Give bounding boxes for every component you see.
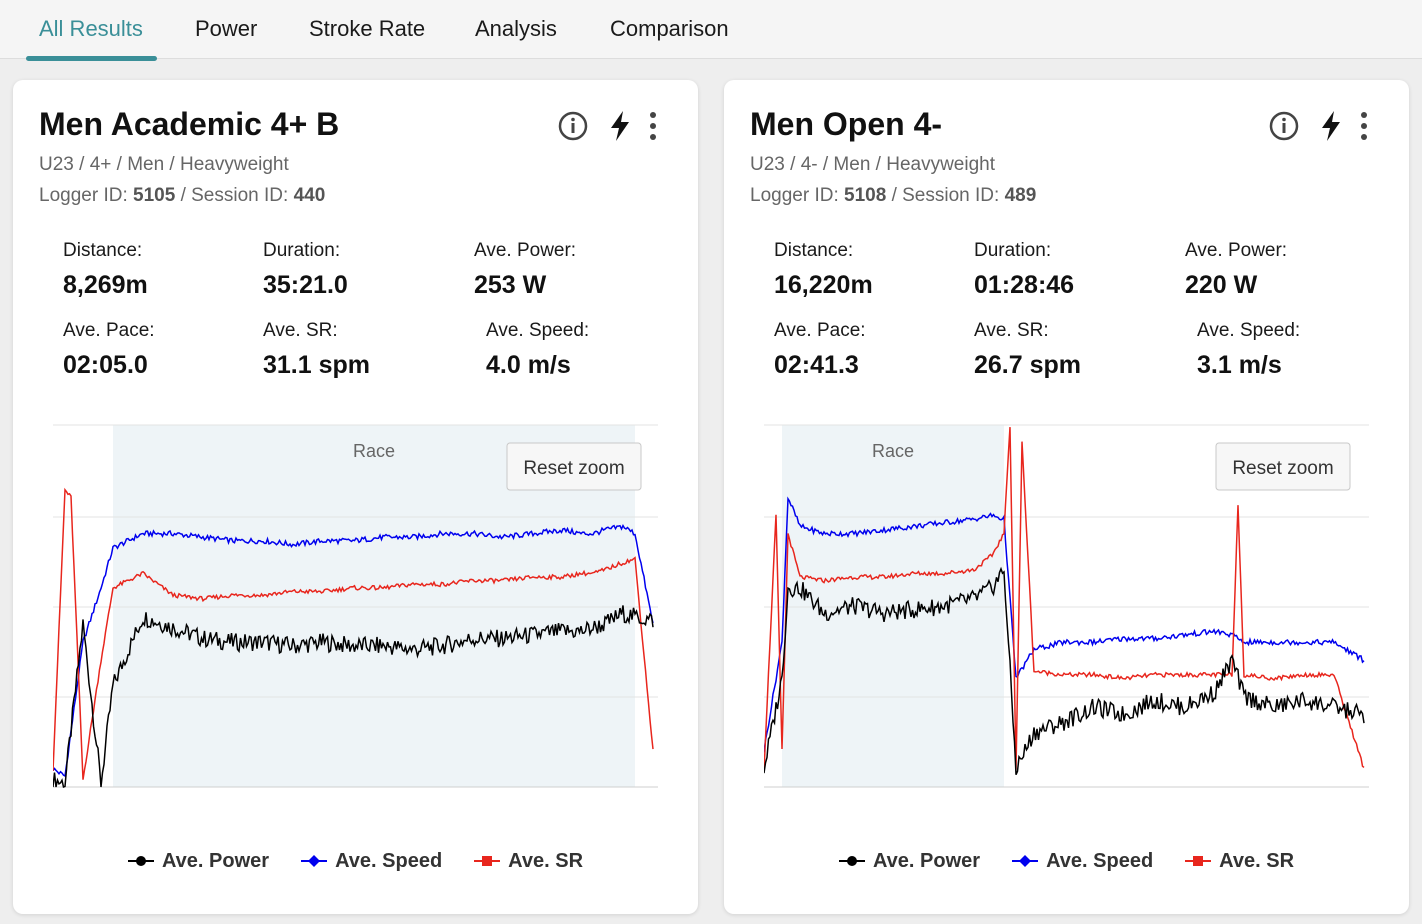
tab-all-results[interactable]: All Results [39, 16, 143, 41]
stat-label-ave-speed: Ave. Speed: [486, 320, 590, 341]
race-label: Race [353, 441, 395, 461]
legend-marker-power-icon [127, 856, 154, 866]
result-card-1: Men Academic 4+ B U23 / 4+ / Men / Heavy… [13, 80, 698, 914]
legend-label: Ave. SR [508, 849, 584, 872]
session-label: / Session ID: [891, 185, 1000, 206]
card-title: Men Academic 4+ B [39, 106, 340, 142]
card-subtitle: U23 / 4+ / Men / Heavyweight [39, 154, 289, 175]
legend-item-ave-power[interactable]: Ave. Power [838, 849, 981, 873]
reset-zoom-button[interactable]: Reset zoom [1215, 442, 1351, 491]
performance-chart[interactable]: Race Reset zoom [764, 420, 1374, 800]
series-line-ave-speed [53, 523, 654, 778]
stat-label-ave-pace: Ave. Pace: [63, 320, 155, 341]
stat-value-ave-power: 220 W [1185, 271, 1258, 299]
result-card-2: Men Open 4- U23 / 4- / Men / Heavyweight… [724, 80, 1409, 914]
reset-zoom-label: Reset zoom [523, 458, 624, 479]
stat-label-ave-power: Ave. Power: [474, 240, 577, 261]
stat-value-ave-sr: 31.1 spm [263, 351, 371, 379]
more-vert-icon[interactable] [1346, 108, 1382, 144]
stat-value-ave-pace: 02:05.0 [63, 351, 148, 379]
reset-zoom-label: Reset zoom [1232, 458, 1333, 479]
chart-legend: Ave. Power Ave. Speed Ave. SR [13, 846, 698, 876]
stat-value-duration: 01:28:46 [974, 271, 1075, 299]
series-line-ave-power [53, 605, 654, 788]
series-line-ave-sr [764, 427, 1365, 771]
legend-marker-speed-icon [1012, 855, 1039, 867]
tab-power[interactable]: Power [195, 16, 258, 41]
legend-marker-sr-icon [474, 856, 501, 866]
series-line-ave-speed [764, 496, 1365, 753]
stat-label-duration: Duration: [263, 240, 341, 261]
stat-value-ave-pace: 02:41.3 [774, 351, 859, 379]
performance-chart[interactable]: Race Reset zoom [53, 420, 663, 800]
card-ids: Logger ID: 5108 / Session ID: 489 [750, 185, 1036, 207]
info-icon[interactable] [1266, 108, 1302, 144]
more-vert-icon[interactable] [635, 108, 671, 144]
session-label: / Session ID: [180, 185, 289, 206]
stat-value-ave-power: 253 W [474, 271, 547, 299]
legend-item-ave-sr[interactable]: Ave. SR [474, 850, 583, 873]
stat-label-duration: Duration: [974, 240, 1052, 261]
series-line-ave-power [764, 566, 1365, 776]
stat-label-ave-pace: Ave. Pace: [774, 320, 866, 341]
stat-value-ave-speed: 4.0 m/s [486, 351, 571, 379]
session-id: 440 [293, 185, 326, 206]
stat-label-ave-sr: Ave. SR: [263, 320, 338, 341]
legend-label: Ave. Speed [1046, 849, 1154, 872]
stat-label-distance: Distance: [774, 240, 854, 261]
logger-id: 5108 [844, 185, 887, 206]
legend-item-ave-sr[interactable]: Ave. SR [1185, 850, 1294, 873]
legend-marker-power-icon [838, 856, 865, 866]
stat-label-ave-power: Ave. Power: [1185, 240, 1288, 261]
tab-analysis[interactable]: Analysis [475, 16, 557, 41]
chart-grid [764, 424, 1369, 788]
chart-legend: Ave. Power Ave. Speed Ave. SR [724, 846, 1409, 876]
legend-marker-speed-icon [301, 855, 328, 867]
card-title: Men Open 4- [750, 106, 943, 142]
active-tab-indicator [26, 56, 157, 61]
logger-label: Logger ID: [39, 185, 128, 206]
legend-label: Ave. Power [161, 849, 270, 872]
stat-value-ave-sr: 26.7 spm [974, 351, 1082, 379]
tab-comparison[interactable]: Comparison [610, 16, 729, 41]
logger-id: 5105 [133, 185, 176, 206]
legend-item-ave-speed[interactable]: Ave. Speed [1012, 850, 1153, 873]
info-icon[interactable] [555, 108, 591, 144]
stat-label-ave-speed: Ave. Speed: [1197, 320, 1301, 341]
reset-zoom-button[interactable]: Reset zoom [506, 442, 642, 491]
lightning-icon[interactable] [1313, 108, 1349, 144]
legend-label: Ave. SR [1219, 849, 1295, 872]
session-id: 489 [1004, 185, 1037, 206]
stat-value-duration: 35:21.0 [263, 271, 348, 299]
stat-value-ave-speed: 3.1 m/s [1197, 351, 1282, 379]
card-subtitle: U23 / 4- / Men / Heavyweight [750, 154, 995, 175]
legend-item-ave-power[interactable]: Ave. Power [127, 849, 270, 873]
tab-bar: All Results Power Stroke Rate Analysis C… [0, 0, 1422, 61]
logger-label: Logger ID: [750, 185, 839, 206]
stat-value-distance: 16,220m [774, 271, 873, 299]
race-label: Race [872, 441, 914, 461]
stat-label-distance: Distance: [63, 240, 143, 261]
lightning-icon[interactable] [602, 108, 638, 144]
tab-stroke-rate[interactable]: Stroke Rate [309, 16, 426, 41]
stat-value-distance: 8,269m [63, 271, 148, 299]
legend-label: Ave. Speed [335, 849, 443, 872]
chart-grid [53, 424, 658, 788]
legend-label: Ave. Power [872, 849, 981, 872]
legend-item-ave-speed[interactable]: Ave. Speed [301, 850, 442, 873]
stat-label-ave-sr: Ave. SR: [974, 320, 1049, 341]
card-ids: Logger ID: 5105 / Session ID: 440 [39, 185, 325, 207]
series-line-ave-sr [53, 487, 654, 780]
legend-marker-sr-icon [1185, 856, 1212, 866]
